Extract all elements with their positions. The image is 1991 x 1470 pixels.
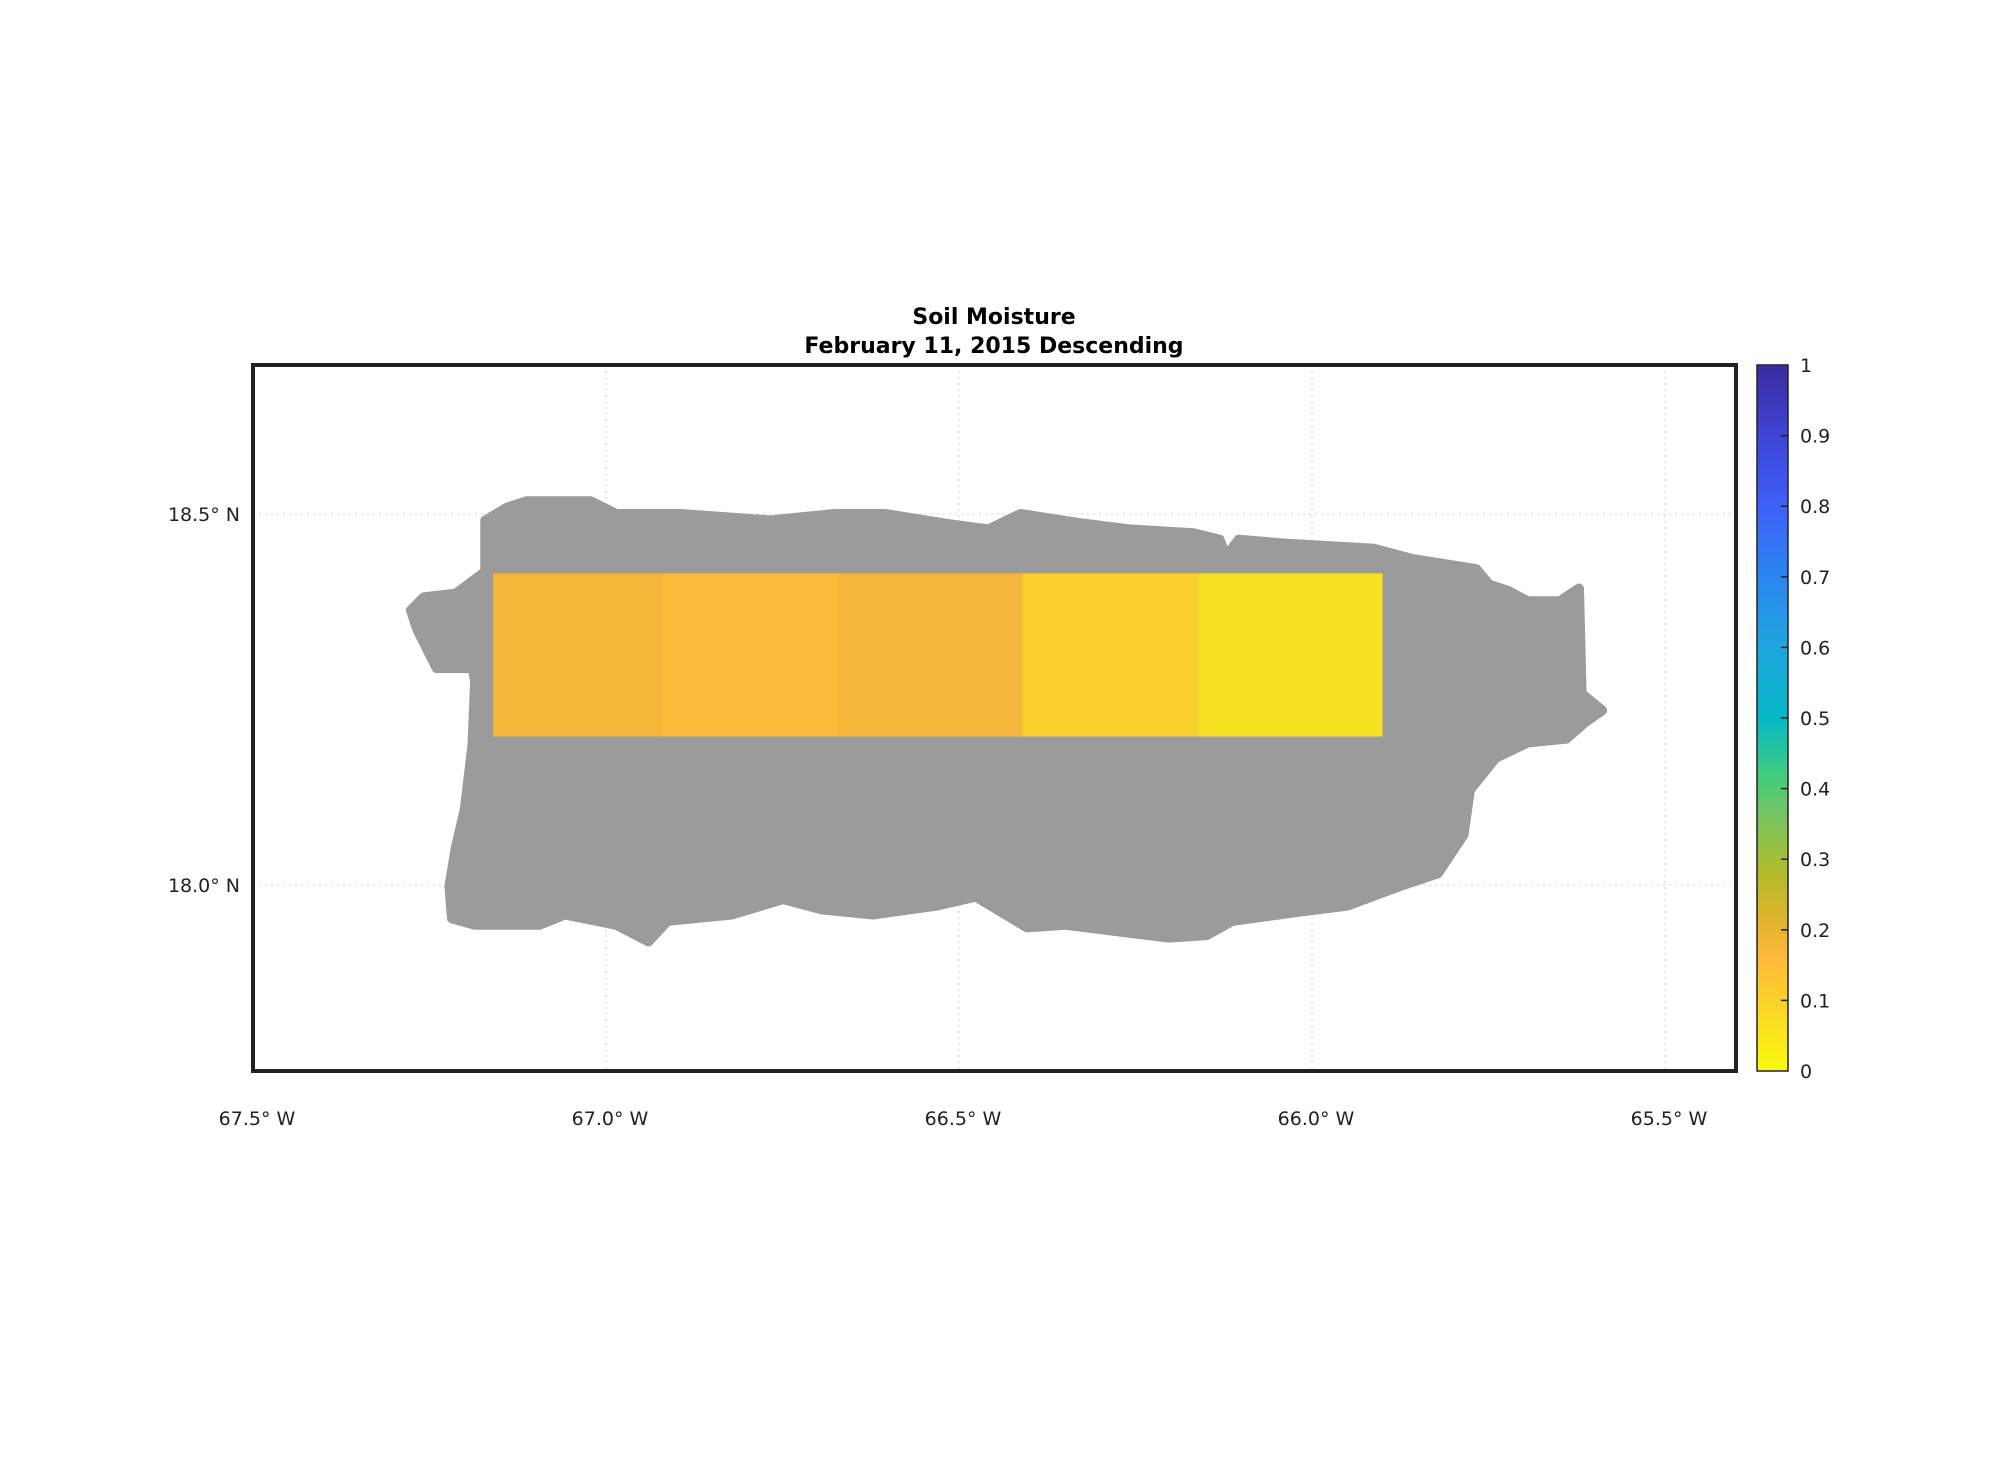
data-cell	[662, 573, 839, 737]
x-tick-label: 65.5° W	[1631, 1108, 1708, 1130]
data-cell	[1199, 573, 1383, 737]
x-tick-label: 66.5° W	[925, 1108, 1002, 1130]
data-cell	[1022, 573, 1200, 737]
x-tick-label: 66.0° W	[1278, 1108, 1355, 1130]
colorbar-tick-label: 0.9	[1800, 426, 1830, 448]
y-tick-label: 18.5° N	[168, 504, 240, 526]
plot-frame	[251, 363, 1738, 1073]
chart-title: Soil Moisture	[912, 305, 1075, 330]
y-tick-label: 18.0° N	[168, 875, 240, 897]
colorbar-tick-label: 0.4	[1800, 779, 1830, 801]
colorbar-tick-label: 0.1	[1800, 990, 1830, 1012]
data-cell	[838, 573, 1023, 737]
colorbar-tick-label: 0.2	[1800, 920, 1830, 942]
chart-subtitle: February 11, 2015 Descending	[804, 334, 1183, 359]
colorbar-tick-label: 0.8	[1800, 496, 1830, 518]
colorbar-tick-label: 0.5	[1800, 708, 1830, 730]
x-tick-label: 67.0° W	[572, 1108, 649, 1130]
colorbar-tick-label: 0.3	[1800, 849, 1830, 871]
colorbar-tick-label: 0	[1800, 1061, 1812, 1083]
colorbar-tick-label: 0.7	[1800, 567, 1830, 589]
colorbar-tick-label: 1	[1800, 355, 1812, 377]
x-tick-label: 67.5° W	[219, 1108, 296, 1130]
data-cells	[493, 573, 1383, 737]
x-axis-labels: 67.5° W 67.0° W 66.5° W 66.0° W 65.5° W	[219, 1108, 1708, 1130]
colorbar-tick-label: 0.6	[1800, 637, 1830, 659]
colorbar-ticks: 0 0.1 0.2 0.3 0.4 0.5 0.6 0.7 0.8 0.9 1	[1781, 355, 1830, 1083]
y-axis-labels: 18.5° N 18.0° N	[168, 504, 240, 897]
data-cell	[493, 573, 663, 737]
